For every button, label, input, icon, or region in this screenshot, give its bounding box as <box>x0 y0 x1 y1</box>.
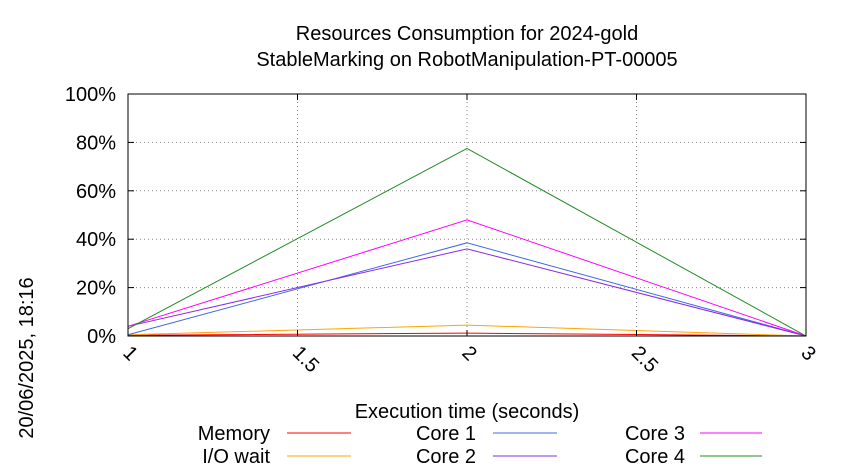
chart-subtitle: StableMarking on RobotManipulation-PT-00… <box>256 49 677 71</box>
chart-title: Resources Consumption for 2024-gold <box>296 23 638 45</box>
legend-label-core-1: Core 1 <box>416 423 476 445</box>
series-line-core-2 <box>127 248 807 337</box>
x-axis-label: Execution time (seconds) <box>355 401 580 423</box>
series-line-core-4 <box>127 147 807 337</box>
legend-label-memory: Memory <box>198 423 270 445</box>
series-line-i-o-wait <box>127 324 807 337</box>
x-tick-label: 2 <box>457 342 480 365</box>
x-tick-label: 1.5 <box>288 342 323 377</box>
series-line-core-1 <box>127 242 807 337</box>
y-tick-label: 80% <box>76 132 116 154</box>
legend-label-i-o-wait: I/O wait <box>202 446 270 468</box>
legend-label-core-4: Core 4 <box>625 446 685 468</box>
legend-label-core-2: Core 2 <box>416 446 476 468</box>
y-tick-label: 60% <box>76 181 116 203</box>
y-tick-label: 40% <box>76 229 116 251</box>
y-axis-ticks: 0% 20% 40% 60% 80% 100% <box>65 84 806 348</box>
grid <box>128 94 806 336</box>
legend-label-core-3: Core 3 <box>625 423 685 445</box>
x-tick-label: 3 <box>796 342 819 365</box>
y-tick-label: 0% <box>87 326 116 348</box>
y-tick-label: 100% <box>65 84 116 106</box>
x-tick-label: 2.5 <box>627 342 662 377</box>
y-tick-label: 20% <box>76 278 116 300</box>
series-line-core-3 <box>127 219 807 337</box>
timestamp-label: 20/06/2025, 18:16 <box>16 277 38 438</box>
x-tick-label: 1 <box>118 342 141 365</box>
